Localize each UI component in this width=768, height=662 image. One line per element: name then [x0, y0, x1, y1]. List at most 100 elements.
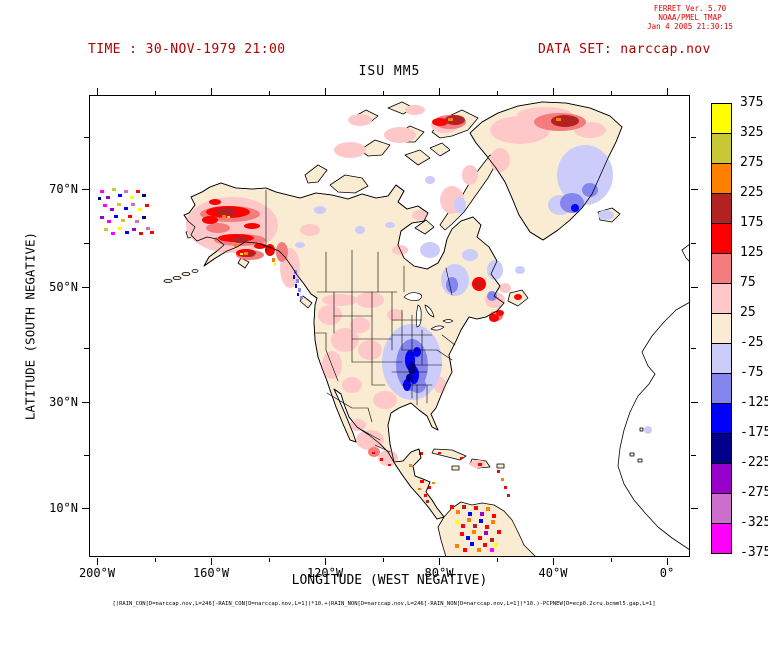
colorbar-label: -225	[740, 455, 768, 470]
tick	[82, 189, 89, 190]
tick	[553, 558, 554, 565]
tick	[97, 558, 98, 565]
tick	[97, 88, 98, 95]
colorbar-band	[711, 373, 732, 404]
stamp-line-1: FERRET Ver. 5.70	[653, 4, 727, 13]
y-tick-label: 30°N	[49, 395, 78, 409]
tick	[497, 91, 498, 95]
colorbar-band	[711, 163, 732, 194]
tick	[691, 508, 698, 509]
colorbar-label: 125	[740, 245, 764, 260]
jamaica	[451, 465, 460, 471]
tick	[383, 91, 384, 95]
colorbar-label: -25	[740, 335, 764, 350]
colorbar-label: 375	[740, 95, 764, 110]
aleutian-island	[181, 271, 191, 276]
colorbar-label: -75	[740, 365, 764, 380]
time-label: TIME : 30-NOV-1979 21:00	[88, 42, 286, 57]
arctic-island	[404, 149, 431, 166]
tick	[84, 455, 89, 456]
canary-island	[629, 452, 635, 457]
plot-frame	[89, 95, 690, 557]
tick	[667, 558, 668, 565]
puerto-rico	[496, 463, 505, 469]
colorbar-label: 325	[740, 125, 764, 140]
y-axis-title: LATITUDE (SOUTH NEGATIVE)	[22, 231, 38, 421]
colorbar-label: -375	[740, 545, 768, 560]
tick	[155, 91, 156, 95]
colorbar-label: 175	[740, 215, 764, 230]
colorbar-band	[711, 103, 732, 134]
south-america-noise	[450, 505, 501, 552]
colorbar-label: 75	[740, 275, 756, 290]
tick	[84, 137, 89, 138]
colorbar-band	[711, 313, 732, 344]
victoria-island	[329, 174, 369, 194]
tick	[82, 402, 89, 403]
tick	[691, 348, 696, 349]
colorbar-label: 225	[740, 185, 764, 200]
variable-expression: [(RAIN_CON[D=narccap.nov,L=246]-RAIN_CON…	[112, 601, 656, 607]
colorbar-band	[711, 343, 732, 374]
tick	[691, 189, 698, 190]
aleutian-island	[163, 278, 173, 283]
ferret-version-stamp: FERRET Ver. 5.70 NOAA/PMEL TMAP Jan 4 20…	[614, 4, 766, 31]
stamp-line-2: NOAA/PMEL TMAP	[658, 13, 722, 22]
colorbar-band	[711, 403, 732, 434]
tick	[211, 558, 212, 565]
colorbar-label: -175	[740, 425, 768, 440]
africa-iberia-coastline	[617, 243, 690, 551]
x-axis-title: LONGITUDE (WEST NEGATIVE)	[291, 573, 488, 588]
tick	[325, 88, 326, 95]
tick	[84, 243, 89, 244]
colorbar-band	[711, 283, 732, 314]
tick	[691, 402, 698, 403]
tick	[611, 558, 612, 562]
dataset-label: DATA SET: narccap.nov	[538, 42, 711, 57]
x-tick-label: 200°W	[78, 566, 116, 580]
y-tick-label: 10°N	[49, 501, 78, 515]
tick	[155, 558, 156, 562]
colorbar-band	[711, 253, 732, 284]
kodiak-island	[237, 257, 250, 269]
south-america	[437, 501, 537, 557]
tick	[439, 88, 440, 95]
x-tick-label: 160°W	[192, 566, 230, 580]
canary-island	[637, 458, 643, 463]
x-tick-label: 120°W	[306, 566, 344, 580]
tick	[84, 348, 89, 349]
banks-island	[304, 164, 328, 184]
arctic-island	[429, 142, 451, 157]
plot-title: ISU MM5	[358, 64, 421, 79]
uk-coast-fragment	[681, 243, 690, 263]
political-borders	[265, 189, 456, 453]
tick	[383, 558, 384, 562]
tick	[82, 287, 89, 288]
colorbar-label: -325	[740, 515, 768, 530]
colorbar-label: -125	[740, 395, 768, 410]
aleutian-island	[191, 269, 199, 273]
arctic-island	[359, 139, 391, 157]
bering-sea-noise	[98, 188, 150, 235]
tick	[691, 287, 698, 288]
colorbar-label: 275	[740, 155, 764, 170]
colorbar-band	[711, 493, 732, 524]
anomaly-yellow-spots	[227, 216, 276, 266]
x-tick-label: 0°	[659, 566, 675, 580]
tick	[691, 137, 696, 138]
tick	[691, 243, 696, 244]
tick	[439, 558, 440, 565]
tick	[82, 508, 89, 509]
colorbar-band	[711, 193, 732, 224]
tick	[553, 88, 554, 95]
cuba	[431, 448, 467, 461]
tick	[691, 455, 696, 456]
tick	[325, 558, 326, 565]
stamp-line-3: Jan 4 2005 21:30:15	[647, 22, 733, 31]
southampton-island	[414, 219, 435, 235]
colorbar-band	[711, 223, 732, 254]
colorbar-band	[711, 463, 732, 494]
y-tick-label: 50°N	[49, 280, 78, 294]
tick	[667, 88, 668, 95]
